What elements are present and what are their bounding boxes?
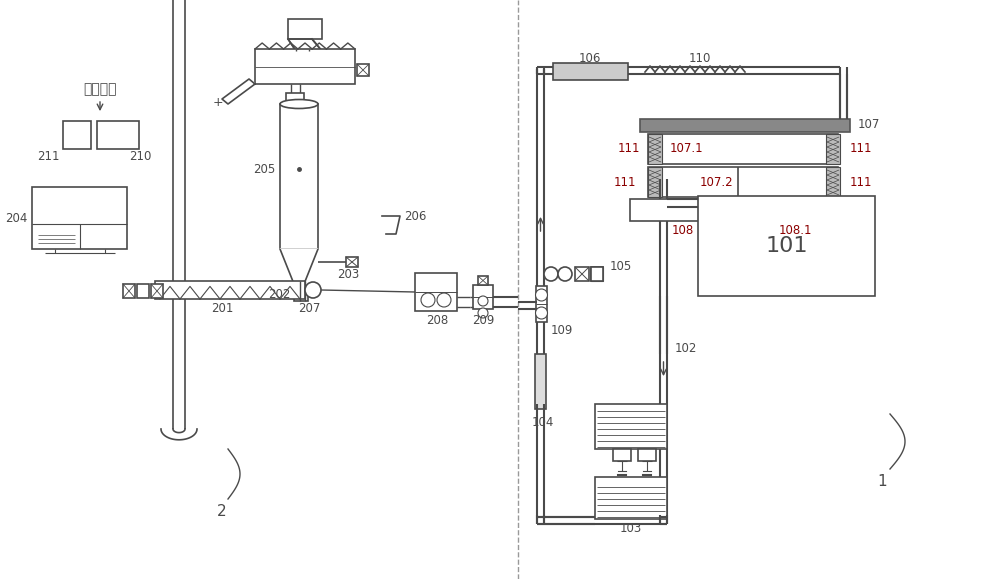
Text: 210: 210 xyxy=(129,149,151,163)
Bar xyxy=(535,354,546,409)
Text: 107: 107 xyxy=(858,119,880,131)
Text: 101: 101 xyxy=(766,236,808,256)
Text: 111: 111 xyxy=(850,142,872,156)
Bar xyxy=(415,273,457,311)
Bar xyxy=(826,167,840,197)
Bar xyxy=(640,119,850,132)
Text: 107.2: 107.2 xyxy=(700,175,734,189)
Text: 2: 2 xyxy=(217,504,227,519)
Polygon shape xyxy=(280,249,318,287)
Bar xyxy=(698,196,875,296)
Text: 205: 205 xyxy=(253,163,275,176)
Polygon shape xyxy=(382,216,400,234)
Circle shape xyxy=(478,308,488,318)
Bar xyxy=(151,284,163,298)
Bar xyxy=(137,284,149,298)
Bar xyxy=(280,104,318,249)
Bar xyxy=(63,121,91,149)
Circle shape xyxy=(421,293,435,307)
Bar xyxy=(473,285,493,309)
Text: 202: 202 xyxy=(268,288,290,301)
Circle shape xyxy=(305,282,321,298)
Text: 201: 201 xyxy=(211,302,234,314)
Text: 103: 103 xyxy=(620,522,642,536)
Text: 209: 209 xyxy=(472,313,494,327)
Bar xyxy=(286,93,304,103)
Bar xyxy=(155,281,305,299)
Bar xyxy=(97,121,139,149)
Circle shape xyxy=(437,293,451,307)
Circle shape xyxy=(536,307,548,319)
Bar xyxy=(826,134,840,164)
Polygon shape xyxy=(591,267,603,281)
Text: 206: 206 xyxy=(404,210,426,222)
Text: 1: 1 xyxy=(877,474,887,489)
Bar xyxy=(288,19,322,39)
Bar xyxy=(575,267,589,281)
Text: 203: 203 xyxy=(337,267,359,280)
Bar xyxy=(478,276,488,285)
Bar xyxy=(595,477,667,519)
Circle shape xyxy=(544,267,558,281)
Text: 211: 211 xyxy=(38,149,60,163)
Bar xyxy=(294,287,308,301)
Bar xyxy=(648,134,838,164)
Text: +: + xyxy=(213,97,223,109)
Bar xyxy=(591,267,603,281)
Bar xyxy=(591,267,603,281)
Bar xyxy=(648,134,662,164)
Text: 110: 110 xyxy=(689,53,711,65)
Text: 111: 111 xyxy=(614,175,636,189)
Bar xyxy=(346,257,358,267)
Bar xyxy=(553,63,628,80)
Text: 207: 207 xyxy=(298,302,320,314)
Text: 104: 104 xyxy=(531,416,554,428)
Bar xyxy=(536,286,547,322)
Bar xyxy=(613,449,631,461)
Bar xyxy=(595,404,667,449)
Bar xyxy=(123,284,135,298)
Bar xyxy=(638,449,656,461)
Bar xyxy=(630,199,858,221)
Circle shape xyxy=(478,296,488,306)
Bar xyxy=(648,167,662,197)
Polygon shape xyxy=(288,39,322,51)
Text: 111: 111 xyxy=(618,142,640,156)
Text: 102: 102 xyxy=(675,343,697,356)
Text: 208: 208 xyxy=(426,313,448,327)
Bar xyxy=(32,187,127,249)
Text: 106: 106 xyxy=(579,52,601,64)
Bar xyxy=(255,49,355,84)
Text: 107.1: 107.1 xyxy=(670,142,704,156)
Text: 回用废料: 回用废料 xyxy=(83,82,117,96)
Text: 105: 105 xyxy=(610,259,632,273)
Ellipse shape xyxy=(280,100,318,108)
Circle shape xyxy=(558,267,572,281)
Circle shape xyxy=(536,289,548,301)
Text: 108: 108 xyxy=(672,225,694,237)
Polygon shape xyxy=(222,79,255,104)
Text: 109: 109 xyxy=(550,324,573,336)
Text: 204: 204 xyxy=(5,211,27,225)
Text: 111: 111 xyxy=(850,175,872,189)
Bar xyxy=(648,167,838,197)
Bar xyxy=(357,64,369,76)
Text: 108.1: 108.1 xyxy=(778,225,812,237)
